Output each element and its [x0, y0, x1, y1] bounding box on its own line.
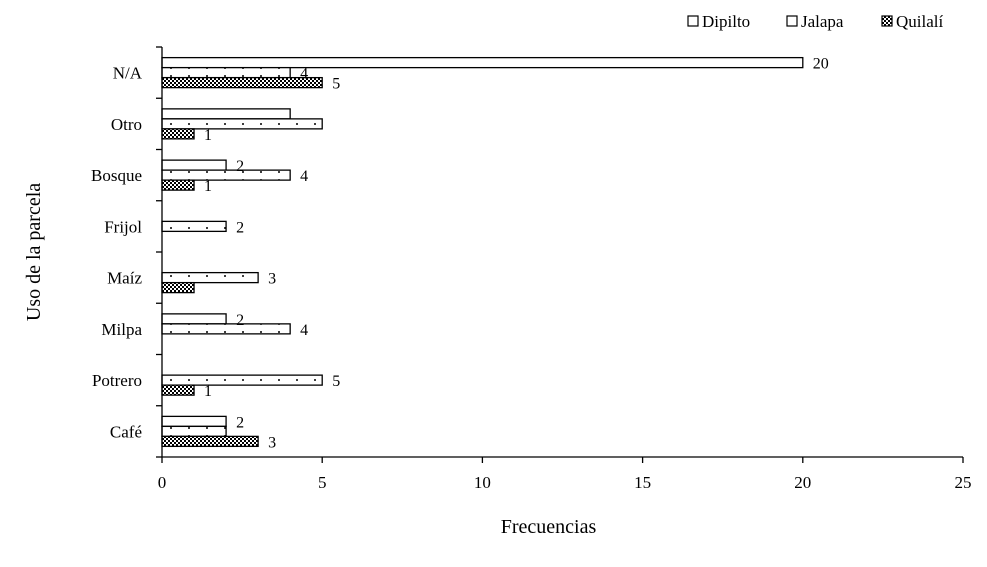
data-label-bosque-quilali: 1	[204, 178, 212, 195]
x-tick-label-20: 20	[794, 473, 811, 492]
legend: Dipilto Jalapa Quilalí	[687, 12, 943, 31]
category-label-frijol: Frijol	[104, 217, 142, 236]
legend-swatch-quilali	[881, 15, 893, 27]
data-label-potrero-jalapa: 5	[332, 373, 340, 390]
bar-maiz-jalapa	[161, 271, 259, 284]
data-label-milpa-dipilto: 2	[236, 312, 244, 329]
category-label-bosque: Bosque	[91, 166, 142, 185]
category-label-maiz: Maíz	[107, 269, 142, 288]
category-label-otro: Otro	[111, 115, 142, 134]
x-tick-label-0: 0	[158, 473, 167, 492]
data-label-frijol-jalapa: 2	[236, 219, 244, 236]
category-label-milpa: Milpa	[101, 320, 142, 339]
bar-n-a-dipilto	[161, 56, 804, 69]
data-label-cafe-quilali: 3	[268, 434, 276, 451]
data-label-cafe-dipilto: 2	[236, 414, 244, 431]
bar-otro-dipilto	[161, 108, 291, 120]
bar-bosque-dipilto	[161, 159, 227, 171]
x-tick-label-25: 25	[955, 473, 972, 492]
bar-cafe-quilali	[161, 435, 259, 448]
data-label-otro-quilali: 1	[204, 127, 212, 144]
data-label-potrero-quilali: 1	[204, 383, 212, 400]
legend-label-dipilto: Dipilto	[702, 12, 750, 31]
category-label-potrero: Potrero	[92, 371, 142, 390]
y-axis-title: Uso de la parcela	[23, 183, 45, 321]
bar-potrero-jalapa	[161, 374, 323, 386]
bar-frijol-jalapa	[161, 220, 227, 233]
bar-milpa-dipilto	[161, 313, 227, 325]
x-tick-label-5: 5	[318, 473, 327, 492]
data-label-n-a-jalapa: 4	[300, 66, 308, 83]
category-label-cafe: Café	[110, 422, 142, 441]
x-tick-label-15: 15	[634, 473, 651, 492]
data-label-n-a-dipilto: 20	[813, 56, 829, 73]
bars-layer	[161, 56, 804, 448]
bar-bosque-jalapa	[161, 169, 291, 181]
bar-n-a-quilali	[161, 76, 323, 89]
legend-label-jalapa: Jalapa	[801, 12, 844, 31]
labels-layer: N/A Otro Bosque Frijol Maíz Milpa Potrero Café 2…	[23, 56, 972, 538]
data-label-bosque-jalapa: 4	[300, 168, 308, 185]
category-label-n-a: N/A	[113, 64, 143, 83]
data-label-n-a-quilali: 5	[332, 76, 340, 93]
legend-swatch-dipilto	[687, 15, 699, 27]
bar-maiz-quilali	[161, 281, 195, 294]
bar-otro-quilali	[161, 128, 195, 140]
axes-layer	[156, 46, 964, 463]
bar-cafe-dipilto	[161, 415, 227, 428]
bar-bosque-quilali	[161, 179, 195, 191]
x-axis-title: Frecuencias	[501, 516, 597, 538]
bar-milpa-jalapa	[161, 323, 291, 335]
data-label-maiz-jalapa: 3	[268, 271, 276, 288]
bar-potrero-quilali	[161, 384, 195, 396]
data-label-milpa-jalapa: 4	[300, 322, 308, 339]
legend-swatch-jalapa	[786, 15, 798, 27]
legend-label-quilali: Quilalí	[896, 12, 943, 31]
x-tick-label-10: 10	[474, 473, 491, 492]
bar-cafe-jalapa	[161, 425, 227, 438]
data-label-bosque-dipilto: 2	[236, 158, 244, 175]
bar-n-a-jalapa	[161, 66, 291, 79]
bar-otro-jalapa	[161, 118, 323, 130]
